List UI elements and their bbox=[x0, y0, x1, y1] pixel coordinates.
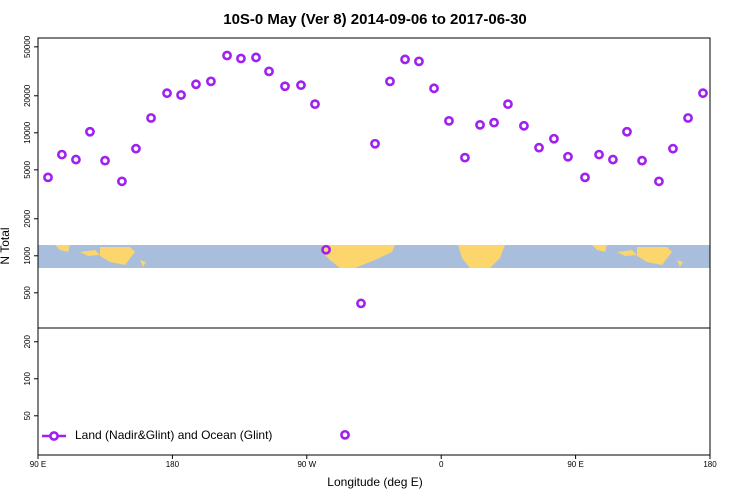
data-point bbox=[264, 66, 274, 77]
data-point bbox=[43, 172, 53, 183]
data-point bbox=[519, 120, 529, 131]
data-point bbox=[280, 81, 290, 92]
y-tick-label: 10000 bbox=[23, 121, 32, 144]
data-point bbox=[191, 79, 201, 90]
x-tick-label: 90 W bbox=[297, 460, 316, 469]
x-tick-label: 90 E bbox=[30, 460, 46, 469]
map-band bbox=[38, 245, 710, 268]
data-point bbox=[236, 53, 246, 64]
data-point bbox=[594, 149, 604, 160]
legend-marker bbox=[49, 431, 59, 441]
legend-label: Land (Nadir&Glint) and Ocean (Glint) bbox=[75, 428, 272, 442]
plot-frame bbox=[37, 37, 711, 456]
data-point bbox=[296, 80, 306, 91]
data-point bbox=[549, 133, 559, 144]
data-point bbox=[71, 154, 81, 165]
y-axis-label: N Total bbox=[0, 227, 12, 264]
data-point bbox=[563, 151, 573, 162]
data-point bbox=[131, 143, 141, 154]
data-point bbox=[385, 76, 395, 87]
data-point bbox=[444, 115, 454, 126]
data-point bbox=[654, 176, 664, 187]
y-tick-label: 50 bbox=[23, 411, 32, 420]
data-point bbox=[340, 429, 350, 440]
y-tick-label: 20000 bbox=[23, 84, 32, 107]
data-point bbox=[475, 119, 485, 130]
data-point bbox=[698, 88, 708, 99]
y-tick-label: 2000 bbox=[23, 209, 32, 227]
data-point bbox=[310, 99, 320, 110]
data-point bbox=[503, 99, 513, 110]
data-point bbox=[162, 88, 172, 99]
data-point bbox=[146, 113, 156, 123]
y-tick-label: 50000 bbox=[23, 35, 32, 58]
data-point bbox=[637, 155, 647, 166]
x-tick-label: 180 bbox=[166, 460, 180, 469]
data-point bbox=[414, 56, 424, 67]
x-tick-label: 180 bbox=[703, 460, 717, 469]
y-tick-label: 1000 bbox=[23, 246, 32, 264]
data-point bbox=[400, 54, 410, 65]
data-point bbox=[460, 152, 470, 163]
data-point bbox=[85, 126, 95, 137]
chart-title: 10S-0 May (Ver 8) 2014-09-06 to 2017-06-… bbox=[223, 11, 527, 28]
data-point bbox=[251, 52, 261, 63]
y-tick-label: 5000 bbox=[23, 160, 32, 178]
data-point bbox=[608, 154, 618, 165]
x-tick-label: 0 bbox=[439, 460, 444, 469]
data-point bbox=[489, 117, 499, 128]
data-point bbox=[429, 83, 439, 94]
data-point bbox=[222, 50, 232, 61]
data-point bbox=[56, 149, 67, 160]
data-point bbox=[668, 143, 678, 154]
y-tick-label: 200 bbox=[23, 335, 32, 349]
data-point bbox=[356, 298, 366, 309]
data-point bbox=[683, 113, 693, 123]
data-point bbox=[206, 76, 216, 87]
y-tick-label: 500 bbox=[23, 286, 32, 300]
x-axis-label: Longitude (deg E) bbox=[327, 475, 422, 489]
data-point bbox=[534, 142, 544, 153]
data-point bbox=[117, 176, 127, 187]
data-point bbox=[100, 155, 110, 166]
y-tick-label: 100 bbox=[23, 372, 32, 386]
x-tick-label: 90 E bbox=[567, 460, 583, 469]
data-point bbox=[622, 126, 632, 137]
data-point bbox=[321, 244, 331, 255]
data-point bbox=[370, 138, 380, 149]
data-point bbox=[176, 90, 186, 100]
data-point bbox=[580, 172, 590, 183]
